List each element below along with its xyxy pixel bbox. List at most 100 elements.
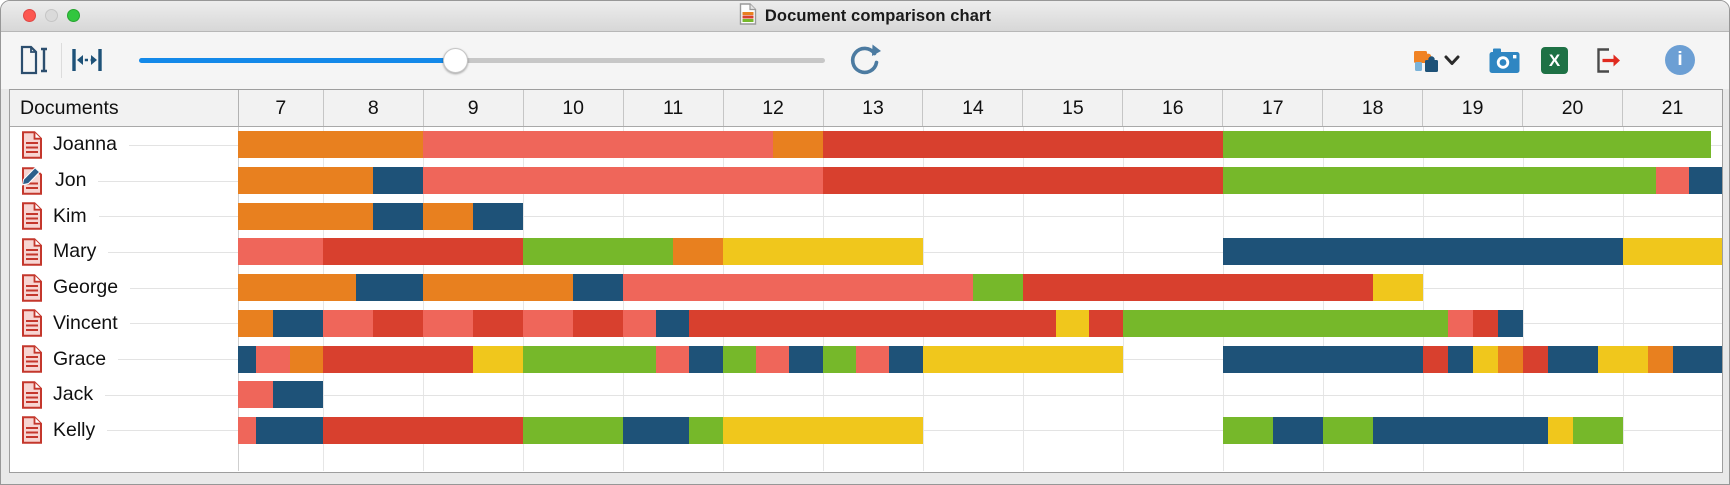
document-row-label[interactable]: Mary bbox=[10, 234, 109, 270]
code-segment-salmon[interactable] bbox=[238, 416, 256, 444]
code-segment-blue[interactable] bbox=[1548, 345, 1598, 373]
code-segment-blue[interactable] bbox=[1689, 167, 1722, 194]
document-row-label[interactable]: Kelly bbox=[10, 412, 108, 449]
code-segment-blue[interactable] bbox=[256, 416, 323, 444]
document-row-label[interactable]: Grace bbox=[10, 341, 119, 377]
code-segment-yellow[interactable] bbox=[473, 345, 523, 373]
code-segment-green[interactable] bbox=[523, 416, 623, 444]
code-segment-orange[interactable] bbox=[238, 167, 373, 194]
document-row-label[interactable]: Jack bbox=[10, 376, 106, 413]
code-segment-yellow[interactable] bbox=[1598, 345, 1648, 373]
code-segment-red[interactable] bbox=[823, 131, 1223, 159]
document-row-label[interactable]: Kim bbox=[10, 198, 99, 235]
code-segment-green[interactable] bbox=[1323, 416, 1373, 444]
document-row-label[interactable]: Vincent bbox=[10, 305, 130, 342]
document-row-label[interactable]: George bbox=[10, 269, 131, 306]
code-segment-salmon[interactable] bbox=[238, 381, 273, 409]
excel-export-icon[interactable]: X bbox=[1541, 47, 1568, 74]
code-segment-blue[interactable] bbox=[273, 309, 323, 337]
code-segment-yellow[interactable] bbox=[723, 416, 923, 444]
minimize-button[interactable] bbox=[45, 9, 58, 22]
code-segment-red[interactable] bbox=[1089, 309, 1123, 337]
code-segment-green[interactable] bbox=[1573, 416, 1623, 444]
code-segment-blue[interactable] bbox=[473, 202, 523, 230]
code-segment-green[interactable] bbox=[823, 345, 856, 373]
code-segment-orange[interactable] bbox=[238, 202, 373, 230]
code-segment-orange[interactable] bbox=[290, 345, 323, 373]
chevron-down-icon[interactable] bbox=[1444, 55, 1460, 66]
code-segment-blue[interactable] bbox=[356, 274, 423, 302]
fit-to-width-icon[interactable] bbox=[71, 46, 103, 74]
code-segment-orange[interactable] bbox=[1648, 345, 1673, 373]
code-segment-green[interactable] bbox=[973, 274, 1023, 302]
close-button[interactable] bbox=[23, 9, 36, 22]
zoom-slider[interactable] bbox=[139, 48, 825, 73]
code-segment-salmon[interactable] bbox=[1656, 167, 1689, 194]
code-segment-blue[interactable] bbox=[656, 309, 689, 337]
code-segment-green[interactable] bbox=[689, 416, 723, 444]
code-segment-green[interactable] bbox=[523, 345, 656, 373]
code-segment-orange[interactable] bbox=[1498, 345, 1523, 373]
export-icon[interactable] bbox=[1592, 46, 1621, 75]
code-segment-blue[interactable] bbox=[573, 274, 623, 302]
code-segment-red[interactable] bbox=[373, 309, 423, 337]
code-segment-salmon[interactable] bbox=[523, 309, 573, 337]
code-segment-red[interactable] bbox=[323, 238, 523, 266]
code-segment-blue[interactable] bbox=[373, 167, 423, 194]
code-segment-salmon[interactable] bbox=[623, 274, 973, 302]
code-segment-blue[interactable] bbox=[373, 202, 423, 230]
code-segment-blue[interactable] bbox=[1223, 238, 1623, 266]
code-segment-blue[interactable] bbox=[789, 345, 823, 373]
code-segment-yellow[interactable] bbox=[1548, 416, 1573, 444]
code-segment-green[interactable] bbox=[1223, 416, 1273, 444]
code-segment-yellow[interactable] bbox=[1623, 238, 1722, 266]
code-segment-red[interactable] bbox=[323, 345, 473, 373]
code-segment-yellow[interactable] bbox=[923, 345, 1123, 373]
code-segment-green[interactable] bbox=[523, 238, 673, 266]
document-row-label[interactable]: Jon bbox=[10, 162, 99, 199]
code-segment-blue[interactable] bbox=[689, 345, 723, 373]
code-segment-green[interactable] bbox=[1123, 309, 1448, 337]
refresh-icon[interactable] bbox=[846, 43, 881, 78]
code-segment-salmon[interactable] bbox=[1448, 309, 1473, 337]
code-segment-green[interactable] bbox=[1223, 167, 1656, 194]
code-segment-green[interactable] bbox=[1223, 131, 1711, 159]
code-segment-green[interactable] bbox=[723, 345, 756, 373]
code-segment-salmon[interactable] bbox=[423, 167, 823, 194]
code-segment-salmon[interactable] bbox=[323, 309, 373, 337]
code-segment-red[interactable] bbox=[823, 167, 1223, 194]
color-scheme-picker-icon[interactable] bbox=[1413, 47, 1441, 75]
screenshot-camera-icon[interactable] bbox=[1489, 46, 1520, 74]
code-segment-salmon[interactable] bbox=[656, 345, 689, 373]
code-segment-red[interactable] bbox=[1423, 345, 1448, 373]
zoom-button[interactable] bbox=[67, 9, 80, 22]
document-row-label[interactable]: Joanna bbox=[10, 127, 129, 163]
info-icon[interactable]: i bbox=[1665, 45, 1695, 75]
code-segment-orange[interactable] bbox=[238, 131, 423, 159]
code-segment-red[interactable] bbox=[689, 309, 1056, 337]
code-segment-salmon[interactable] bbox=[856, 345, 889, 373]
code-segment-orange[interactable] bbox=[423, 202, 473, 230]
code-segment-blue[interactable] bbox=[1498, 309, 1523, 337]
code-segment-yellow[interactable] bbox=[1373, 274, 1423, 302]
code-segment-orange[interactable] bbox=[673, 238, 723, 266]
code-segment-red[interactable] bbox=[1523, 345, 1548, 373]
code-segment-blue[interactable] bbox=[238, 345, 256, 373]
code-segment-yellow[interactable] bbox=[723, 238, 923, 266]
code-segment-salmon[interactable] bbox=[423, 309, 473, 337]
code-segment-red[interactable] bbox=[473, 309, 523, 337]
code-segment-blue[interactable] bbox=[1448, 345, 1473, 373]
code-segment-blue[interactable] bbox=[1223, 345, 1423, 373]
code-segment-blue[interactable] bbox=[1673, 345, 1722, 373]
code-segment-salmon[interactable] bbox=[238, 238, 323, 266]
code-segment-orange[interactable] bbox=[773, 131, 823, 159]
code-segment-blue[interactable] bbox=[273, 381, 323, 409]
code-segment-blue[interactable] bbox=[1273, 416, 1323, 444]
code-segment-blue[interactable] bbox=[1373, 416, 1548, 444]
code-segment-red[interactable] bbox=[573, 309, 623, 337]
code-segment-orange[interactable] bbox=[423, 274, 573, 302]
code-segment-red[interactable] bbox=[323, 416, 523, 444]
code-segment-blue[interactable] bbox=[889, 345, 923, 373]
code-segment-yellow[interactable] bbox=[1473, 345, 1498, 373]
code-segment-salmon[interactable] bbox=[256, 345, 290, 373]
